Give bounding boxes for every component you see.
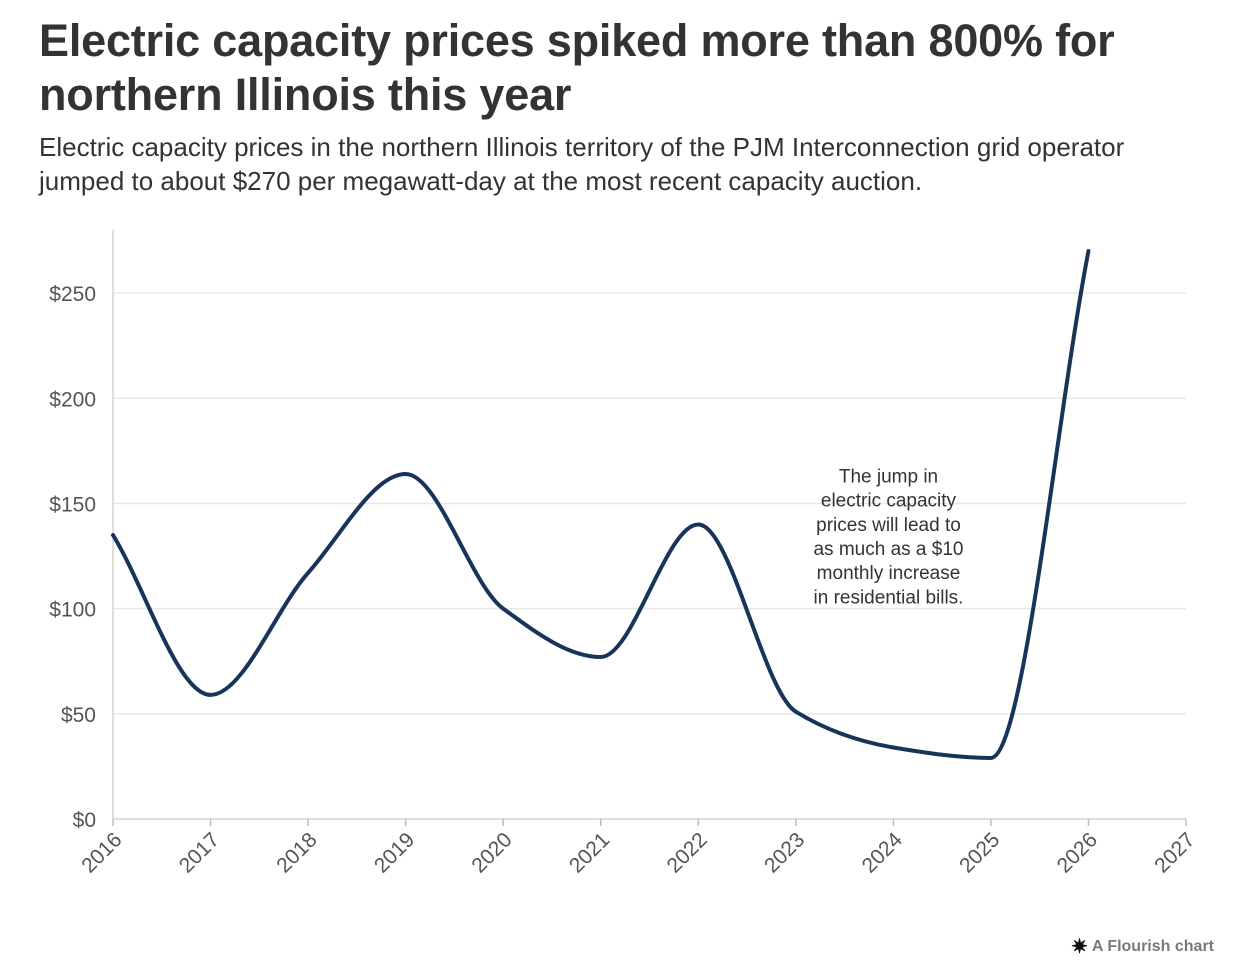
annotation-line: monthly increase [817,563,961,584]
flourish-credit-label: A Flourish chart [1091,938,1214,955]
flourish-star-icon: ✷ [1071,936,1088,958]
chart-title: Electric capacity prices spiked more tha… [39,15,1115,120]
x-tick-label: 2017 [175,828,224,877]
series-line [111,249,1091,760]
x-tick-label: 2024 [858,828,908,878]
annotation-line: as much as a $10 [813,539,963,560]
grid-lines [113,292,1186,820]
x-tick-label: 2026 [1053,828,1102,877]
y-tick-label: $250 [49,283,96,306]
flourish-credit[interactable]: ✷ A Flourish chart [1071,936,1214,958]
x-tick-label: 2016 [77,828,126,877]
annotation-line: in residential bills. [814,587,964,608]
x-tick-label: 2022 [663,828,712,877]
x-tick-label: 2021 [565,828,614,877]
series-lines [111,249,1091,760]
y-tick-label: $50 [61,704,96,727]
annotation-line: prices will lead to [816,515,961,536]
annotations: The jump in electric capacity prices will … [813,466,963,608]
x-tick-label: 2023 [760,828,809,877]
y-tick-label: $200 [49,388,96,411]
axes: $0 $50 $100 $150 $200 $250 2016 2017 2018 2019 202… [49,230,1200,878]
x-tick-label: 2027 [1150,828,1199,877]
chart-subtitle: Electric capacity prices in the northern… [39,132,1125,196]
x-tick-label: 2018 [272,828,321,877]
chart-annotation: The jump in electric capacity prices will … [813,466,963,608]
annotation-line: The jump in [839,466,938,487]
annotation-line: electric capacity [821,491,957,512]
x-tick-label: 2025 [955,828,1004,877]
y-tick-label: $150 [49,493,96,516]
y-tick-label: $100 [49,599,96,622]
x-tick-label: 2020 [467,828,516,877]
y-tick-label: $0 [73,809,96,832]
x-tick-label: 2019 [370,828,419,877]
